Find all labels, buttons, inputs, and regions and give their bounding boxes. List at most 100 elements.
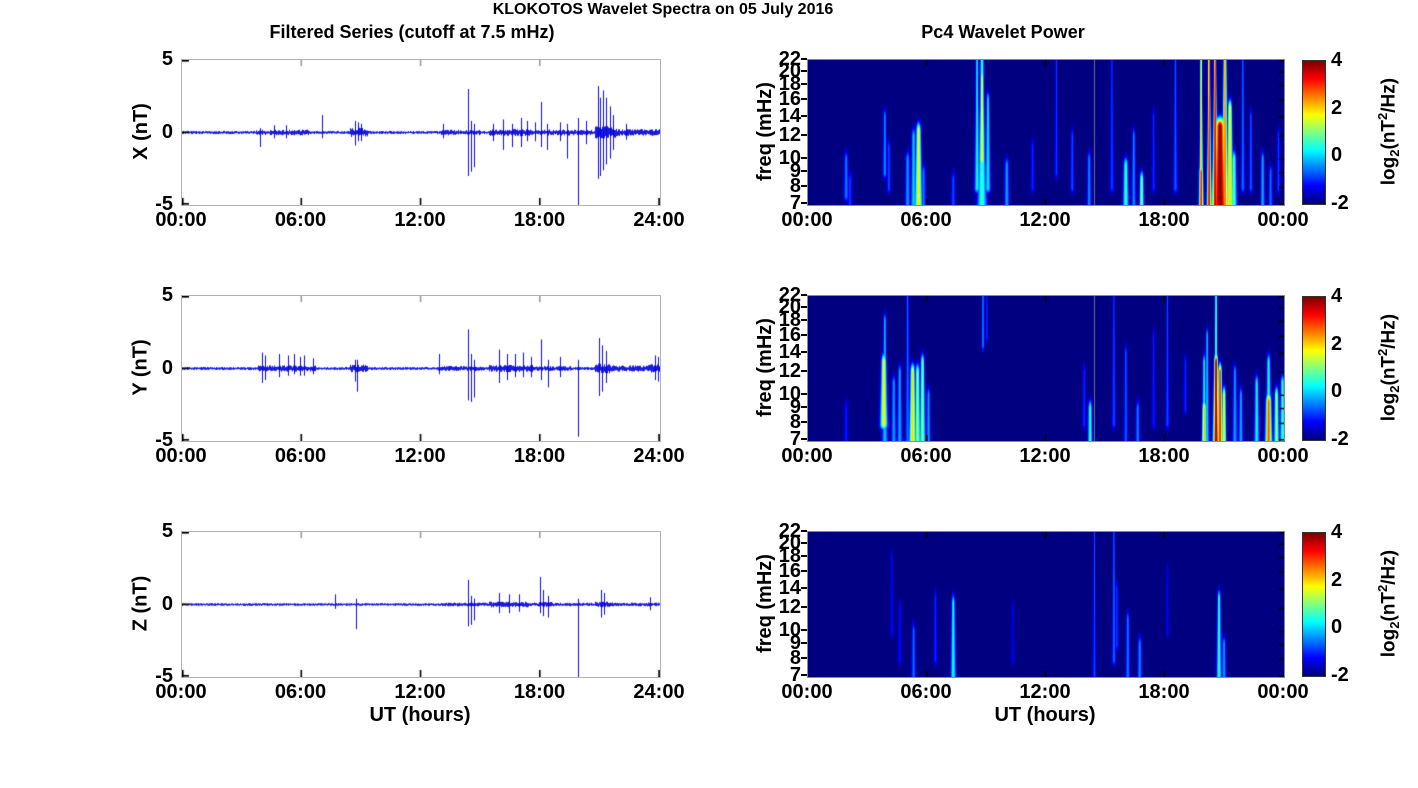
figure-title: KLOKOTOS Wavelet Spectra on 05 July 2016 bbox=[492, 1, 834, 18]
freq-tick-label: 18 bbox=[778, 545, 801, 568]
colorbar-tick-label: 2 bbox=[1331, 332, 1343, 355]
x-tick-label: 12:00 bbox=[1019, 681, 1071, 703]
freq-tick-label: 22 bbox=[778, 284, 801, 306]
freq-tick-label: 22 bbox=[778, 520, 801, 542]
wavelet-y-canvas bbox=[808, 296, 1284, 441]
x-tick-label: 18:00 bbox=[1138, 209, 1190, 231]
freq-tick-mark bbox=[801, 370, 807, 373]
freq-tick-mark bbox=[801, 570, 807, 573]
freq-tick-mark bbox=[801, 642, 807, 645]
freq-tick-mark bbox=[801, 438, 807, 440]
freq-tick-mark bbox=[801, 555, 807, 558]
x-tick-label: 00:00 bbox=[1257, 681, 1309, 703]
x-tick-label: 12:00 bbox=[1019, 209, 1071, 231]
freq-tick-label: 14 bbox=[778, 104, 801, 127]
freq-tick-mark bbox=[801, 83, 807, 86]
freq-tick-label: 18 bbox=[778, 73, 801, 96]
x-tick-label: 06:00 bbox=[274, 209, 327, 231]
right-column-title: Pc4 Wavelet Power bbox=[921, 22, 1085, 42]
freq-tick-label: 8 bbox=[789, 175, 801, 198]
freq-tick-label: 7 bbox=[789, 664, 801, 686]
x-tick-label: 00:00 bbox=[1257, 445, 1309, 467]
plot-filtered-z bbox=[181, 531, 661, 678]
freq-tick-mark bbox=[801, 294, 807, 296]
plot-filtered-y bbox=[181, 295, 661, 442]
colorbar-y-canvas bbox=[1303, 297, 1325, 440]
freq-tick-mark bbox=[801, 393, 807, 396]
y-tick-label: -5 bbox=[155, 429, 173, 451]
freq-tick-mark bbox=[801, 350, 807, 353]
freq-tick-mark bbox=[801, 674, 807, 676]
freq-tick-mark bbox=[801, 606, 807, 609]
freq-tick-mark bbox=[801, 202, 807, 204]
freq-tick-label: 10 bbox=[778, 619, 801, 642]
freq-tick-label: 8 bbox=[789, 411, 801, 434]
freq-tick-label: 20 bbox=[778, 531, 801, 554]
y-tick-label: 0 bbox=[161, 356, 173, 379]
left-column-title: Filtered Series (cutoff at 7.5 mHz) bbox=[269, 22, 555, 42]
freq-tick-label: 9 bbox=[789, 160, 801, 183]
freq-tick-mark bbox=[801, 185, 807, 188]
x-tick-label: 00:00 bbox=[1257, 209, 1309, 231]
plot-filtered-x bbox=[181, 59, 661, 206]
x-tick-label: 00:00 bbox=[781, 681, 833, 703]
colorbar-z-canvas bbox=[1303, 533, 1325, 676]
wavelet-x-canvas bbox=[808, 60, 1284, 205]
x-tick-label: 06:00 bbox=[274, 445, 327, 467]
freq-tick-mark bbox=[801, 98, 807, 101]
colorbar-tick-label: 4 bbox=[1331, 285, 1343, 307]
xlabel-left: UT (hours) bbox=[369, 704, 471, 726]
freq-tick-mark bbox=[801, 629, 807, 632]
colorbar-tick-label: 4 bbox=[1331, 521, 1343, 543]
y-tick-label: 5 bbox=[161, 48, 173, 70]
x-tick-label: 06:00 bbox=[900, 445, 952, 467]
freq-tick-mark bbox=[801, 541, 807, 544]
freq-tick-label: 10 bbox=[778, 383, 801, 406]
x-tick-label: 18:00 bbox=[1138, 445, 1190, 467]
x-tick-label: 06:00 bbox=[900, 681, 952, 703]
y-tick-label: 5 bbox=[161, 520, 173, 542]
plot-wavelet-x bbox=[807, 59, 1285, 206]
freq-tick-label: 7 bbox=[789, 192, 801, 214]
x-tick-label: 18:00 bbox=[513, 681, 566, 703]
x-tick-label: 00:00 bbox=[155, 209, 207, 231]
freq-tick-mark bbox=[801, 657, 807, 660]
colorbar-label-z: log2(nT2/Hz) bbox=[1375, 549, 1403, 658]
freq-tick-mark bbox=[801, 530, 807, 532]
colorbar-tick-label: -2 bbox=[1331, 428, 1349, 450]
freq-tick-mark bbox=[801, 58, 807, 60]
x-tick-label: 24:00 bbox=[633, 445, 685, 467]
freq-tick-mark bbox=[801, 319, 807, 322]
colorbar-tick-label: 0 bbox=[1331, 380, 1343, 403]
y-tick-label: 0 bbox=[161, 120, 173, 143]
freq-tick-mark bbox=[801, 406, 807, 409]
colorbar-y bbox=[1302, 296, 1326, 441]
freq-tick-label: 9 bbox=[789, 632, 801, 655]
x-tick-label: 18:00 bbox=[1138, 681, 1190, 703]
filtered-x-canvas bbox=[182, 60, 660, 205]
x-tick-label: 12:00 bbox=[394, 445, 446, 467]
freq-tick-mark bbox=[801, 157, 807, 160]
colorbar-tick-label: 4 bbox=[1331, 49, 1343, 71]
colorbar-label-y: log2(nT2/Hz) bbox=[1375, 313, 1403, 422]
freq-tick-mark bbox=[801, 305, 807, 308]
freq-tick-label: 7 bbox=[789, 428, 801, 450]
freq-tick-label: 12 bbox=[778, 596, 801, 619]
x-tick-label: 24:00 bbox=[633, 681, 685, 703]
freq-tick-label: 10 bbox=[778, 147, 801, 170]
x-tick-label: 00:00 bbox=[781, 445, 833, 467]
freq-tick-label: 20 bbox=[778, 59, 801, 82]
plot-wavelet-y bbox=[807, 295, 1285, 442]
freq-tick-label: 16 bbox=[778, 560, 801, 583]
filtered-y-canvas bbox=[182, 296, 660, 441]
wavelet-z-canvas bbox=[808, 532, 1284, 677]
xlabel-right: UT (hours) bbox=[994, 704, 1096, 726]
freq-tick-mark bbox=[801, 69, 807, 72]
x-tick-label: 06:00 bbox=[274, 681, 327, 703]
colorbar-x-canvas bbox=[1303, 61, 1325, 204]
colorbar-z bbox=[1302, 532, 1326, 677]
colorbar-tick-label: 0 bbox=[1331, 616, 1343, 639]
freq-tick-label: 20 bbox=[778, 295, 801, 318]
freq-tick-label: 12 bbox=[778, 360, 801, 383]
